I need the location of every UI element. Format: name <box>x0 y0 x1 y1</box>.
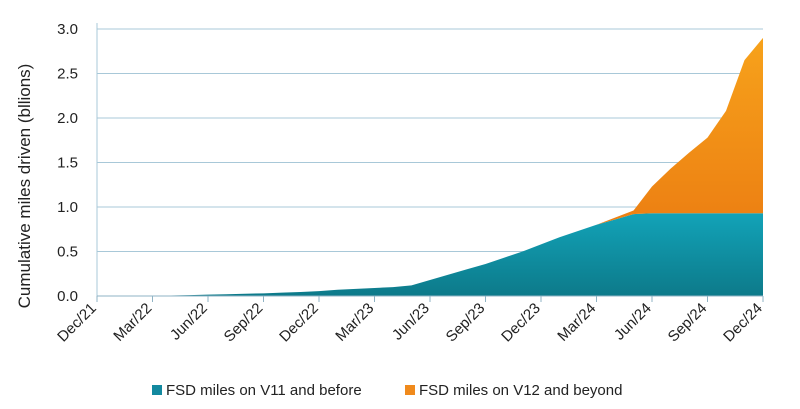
y-tick-label: 1.0 <box>57 199 78 216</box>
x-tick-label: Mar/22 <box>110 300 155 345</box>
y-tick-label: 2.0 <box>57 110 78 127</box>
x-tick-label: Sep/22 <box>221 300 267 346</box>
x-tick-label: Jun/24 <box>611 300 655 344</box>
y-tick-label: 2.5 <box>57 66 78 83</box>
x-tick-label: Sep/24 <box>665 300 711 346</box>
areas <box>97 37 763 297</box>
y-tick-label: 0.5 <box>57 244 78 261</box>
x-tick-label: Jun/23 <box>389 300 433 344</box>
y-tick-label: 3.0 <box>57 21 78 38</box>
x-tick-label: Sep/23 <box>443 300 489 346</box>
legend-label-v11: FSD miles on V11 and before <box>166 382 362 399</box>
legend-swatch-v12 <box>405 385 415 395</box>
legend: FSD miles on V11 and before FSD miles on… <box>152 382 622 399</box>
x-tick-label: Dec/23 <box>498 300 544 346</box>
x-tick-label: Dec/24 <box>720 300 766 346</box>
y-tick-label: 1.5 <box>57 155 78 172</box>
legend-label-v12: FSD miles on V12 and beyond <box>419 382 622 399</box>
legend-swatch-v11 <box>152 385 162 395</box>
x-tick-label: Jun/22 <box>167 300 211 344</box>
y-tick-label: 0.0 <box>57 288 78 305</box>
y-axis-title: Cumulative miles driven (bllions) <box>15 64 34 309</box>
x-tick-label: Dec/21 <box>54 300 100 346</box>
series-v11-area <box>97 213 763 296</box>
x-tick-label: Mar/23 <box>332 300 377 345</box>
x-tick-label: Dec/22 <box>276 300 322 346</box>
x-tick-label: Mar/24 <box>554 300 599 345</box>
